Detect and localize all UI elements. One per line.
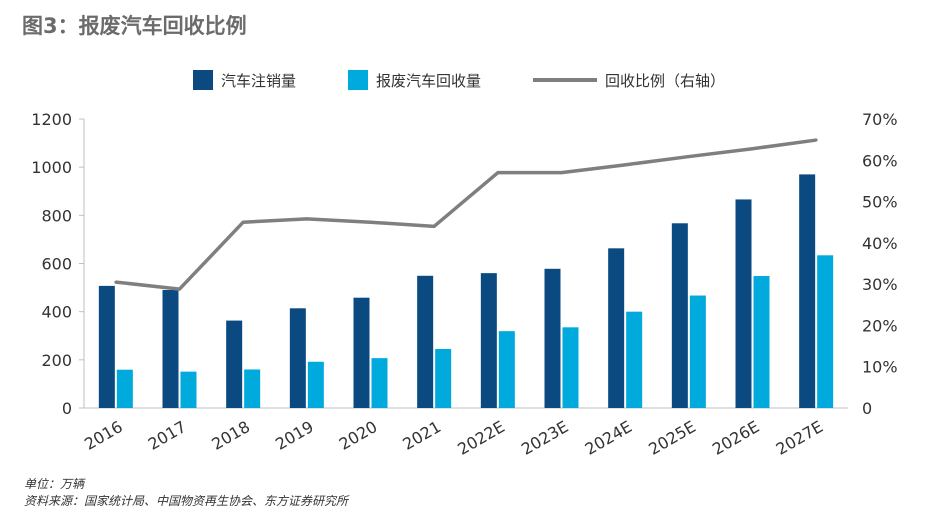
x-tick-label: 2018 bbox=[208, 417, 253, 454]
y-left-tick-label: 200 bbox=[41, 351, 72, 370]
y-right-tick-label: 70% bbox=[862, 110, 898, 129]
bar-registered bbox=[289, 308, 306, 408]
bar-registered bbox=[226, 320, 243, 408]
point-ratio bbox=[751, 147, 754, 151]
legend-label-registered: 汽车注销量 bbox=[221, 71, 297, 90]
x-tick-label: 2017 bbox=[145, 417, 190, 454]
point-ratio bbox=[178, 287, 181, 291]
x-tick-label: 2020 bbox=[336, 417, 381, 454]
unit-note: 单位：万辆 bbox=[24, 477, 85, 491]
y-right-tick-label: 0 bbox=[862, 399, 872, 418]
x-tick-label: 2023E bbox=[518, 417, 572, 459]
point-ratio bbox=[241, 220, 245, 224]
point-ratio bbox=[369, 220, 372, 224]
chart-plot: 0 200 400 600 800 1000 1200 0 10% 20% 30% 40% 50% 60%… bbox=[31, 110, 898, 459]
bar-registered bbox=[671, 223, 688, 408]
legend-swatch-registered bbox=[193, 70, 213, 90]
x-tick-label: 2025E bbox=[645, 417, 699, 459]
bar-registered bbox=[544, 268, 561, 408]
point-ratio bbox=[814, 138, 818, 142]
point-ratio bbox=[305, 217, 309, 221]
bar-scrapped bbox=[435, 348, 452, 408]
y-left-tick-label: 800 bbox=[41, 206, 72, 225]
point-ratio bbox=[114, 280, 118, 284]
bar-registered bbox=[98, 285, 115, 408]
bar-registered bbox=[799, 174, 816, 408]
point-ratio bbox=[432, 224, 436, 228]
bar-scrapped bbox=[562, 327, 579, 408]
chart-title: 图3：报废汽车回收比例 bbox=[22, 14, 247, 38]
bar-scrapped bbox=[753, 276, 770, 408]
bar-scrapped bbox=[817, 255, 834, 408]
bar-registered bbox=[417, 275, 434, 408]
bar-registered bbox=[480, 273, 497, 408]
y-left-tick-label: 600 bbox=[41, 255, 72, 274]
legend-item-scrapped: 报废汽车回收量 bbox=[348, 70, 481, 91]
bar-registered bbox=[608, 248, 625, 408]
x-tick-label: 2022E bbox=[454, 417, 508, 459]
bar-scrapped bbox=[626, 311, 643, 408]
y-right-tick-label: 40% bbox=[862, 234, 898, 253]
y-left-tick-label: 0 bbox=[62, 399, 72, 418]
bar-registered bbox=[735, 199, 752, 408]
y-left-tick-label: 1000 bbox=[31, 158, 72, 177]
bar-scrapped bbox=[498, 331, 515, 408]
point-ratio bbox=[496, 171, 500, 175]
legend: 汽车注销量 报废汽车回收量 回收比例（右轴） bbox=[193, 68, 777, 92]
legend-swatch-scrapped bbox=[348, 70, 369, 90]
bar-scrapped bbox=[180, 371, 197, 408]
x-tick-label: 2026E bbox=[709, 417, 763, 459]
footer: 单位：万辆 资料来源：国家统计局、中国物资再生协会、东方证券研究所 bbox=[24, 476, 348, 510]
legend-item-registered: 汽车注销量 bbox=[193, 70, 296, 91]
point-ratio bbox=[623, 163, 627, 167]
y-left-tick-label: 1200 bbox=[31, 110, 72, 129]
x-tick-label: 2021 bbox=[399, 417, 444, 454]
bar-scrapped bbox=[244, 369, 261, 408]
x-tick-label: 2024E bbox=[582, 417, 636, 459]
y-right-tick-label: 60% bbox=[862, 151, 898, 170]
legend-item-ratio: 回收比例（右轴） bbox=[533, 70, 725, 91]
point-ratio bbox=[687, 155, 691, 159]
y-right-tick-label: 50% bbox=[862, 193, 898, 212]
bar-registered bbox=[353, 297, 370, 408]
point-ratio bbox=[560, 171, 563, 175]
source-note: 资料来源：国家统计局、中国物资再生协会、东方证券研究所 bbox=[24, 494, 349, 508]
x-tick-label: 2019 bbox=[272, 417, 317, 454]
legend-label-scrapped: 报废汽车回收量 bbox=[376, 71, 482, 90]
bar-scrapped bbox=[689, 295, 706, 408]
bar-scrapped bbox=[307, 361, 324, 408]
bar-registered bbox=[162, 289, 179, 408]
legend-swatch-ratio bbox=[533, 78, 598, 82]
y-left-tick-label: 400 bbox=[41, 303, 72, 322]
line-ratio bbox=[115, 138, 817, 291]
bar-scrapped bbox=[116, 369, 133, 408]
legend-label-ratio: 回收比例（右轴） bbox=[605, 71, 726, 90]
y-right-tick-label: 10% bbox=[862, 358, 898, 377]
y-right-tick-label: 20% bbox=[862, 316, 898, 335]
x-tick-label: 2016 bbox=[81, 417, 126, 454]
x-tick-label: 2027E bbox=[773, 417, 827, 459]
bar-scrapped bbox=[371, 358, 388, 408]
y-right-tick-label: 30% bbox=[862, 275, 898, 294]
